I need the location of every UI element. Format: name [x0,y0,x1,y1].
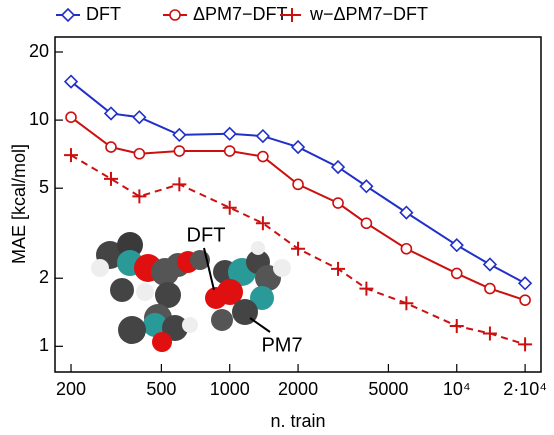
marker [359,282,373,296]
y-tick-label: 2 [39,267,49,287]
y-tick-label: 10 [29,109,49,129]
marker [258,152,268,162]
marker [173,129,185,141]
marker [256,216,270,230]
marker [332,161,344,173]
marker [333,198,343,208]
marker [483,326,497,340]
x-tick-label: 5000 [368,379,408,399]
marker [132,189,146,203]
x-tick-label: 1000 [210,379,250,399]
marker [519,277,531,289]
chart: DFT PM7 n. train MAE [kcal/mol] 200 500 10… [0,0,554,435]
annotation: DFT [187,224,226,246]
marker [450,319,464,333]
marker [106,142,116,152]
legend-label: ΔPM7−DFT [193,4,288,24]
marker [172,177,186,191]
legend-label: w−ΔPM7−DFT [309,4,428,24]
x-tick-label: 2·10⁴ [503,379,547,399]
marker [104,172,118,186]
marker [257,130,269,142]
marker [520,295,530,305]
marker [66,112,76,122]
marker [361,218,371,228]
x-tick-label: 200 [56,379,86,399]
legend-marker [62,9,74,21]
marker [134,149,144,159]
y-tick-label: 1 [39,335,49,355]
legend-marker [170,10,180,20]
marker [133,111,145,123]
marker [64,148,78,162]
y-tick-label: 5 [39,177,49,197]
marker [223,201,237,215]
marker [400,207,412,219]
x-tick-label: 2000 [278,379,318,399]
marker [518,337,532,351]
y-axis-label: MAE [kcal/mol] [9,144,29,264]
marker [451,239,463,251]
marker [291,242,305,256]
marker [399,296,413,310]
marker [485,284,495,294]
plot-area [64,76,532,352]
x-tick-label: 10⁴ [443,379,471,399]
marker [224,128,236,140]
annotation: PM7 [261,334,302,356]
marker [174,146,184,156]
marker [292,141,304,153]
marker [293,179,303,189]
marker [360,180,372,192]
marker [401,244,411,254]
marker [452,268,462,278]
marker [331,262,345,276]
legend-label: DFT [86,4,121,24]
marker [484,258,496,270]
y-tick-label: 20 [29,41,49,61]
x-axis-label: n. train [270,411,325,431]
x-tick-label: 500 [146,379,176,399]
marker [225,146,235,156]
